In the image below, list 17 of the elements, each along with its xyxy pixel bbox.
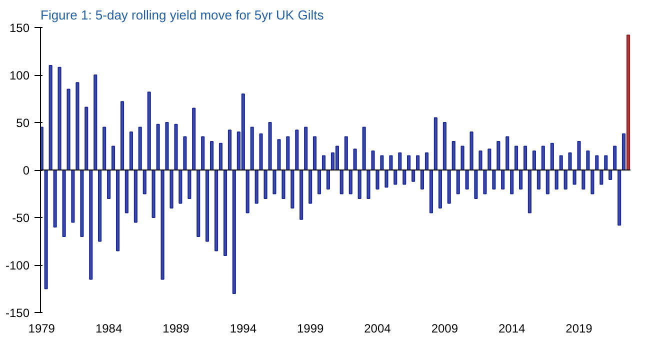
x-tick-label: 1999 [296,322,324,336]
x-tick-label: 1984 [95,322,122,336]
x-tick-label: 2004 [364,322,392,336]
x-tick-label: 2009 [431,322,458,336]
x-tick-label: 1989 [162,322,190,336]
x-tick-label: 2014 [498,322,526,336]
y-tick-label: -150 [5,306,30,320]
y-tick-label: 100 [9,68,30,82]
y-tick-label: -50 [12,211,30,225]
x-tick-label: 2019 [566,322,593,336]
x-tick-label: 1979 [28,322,56,336]
y-tick-label: 150 [9,21,30,35]
y-tick-label: -100 [5,258,30,272]
x-tick-label: 1994 [230,322,257,336]
y-tick-label: 50 [16,116,30,130]
y-tick-label: 0 [22,164,30,178]
chart-title: Figure 1: 5-day rolling yield move for 5yr UK Gilts [40,8,324,22]
